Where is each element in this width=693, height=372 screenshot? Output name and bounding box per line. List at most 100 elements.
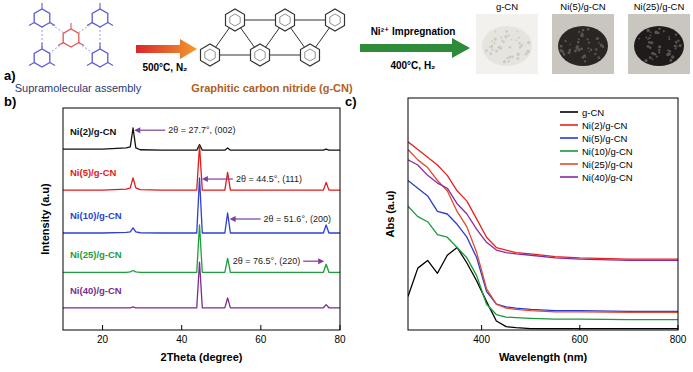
grain [508,60,510,62]
ring-inner [230,14,240,26]
substituent [108,63,113,66]
series-label: Ni(5)/g-CN [70,167,117,178]
grain [675,42,677,44]
grain [675,33,677,35]
legend-swatch [560,176,578,178]
grain [581,33,584,36]
ring-inner [205,49,215,61]
grain [516,40,518,42]
grain [582,29,585,32]
grain [596,37,598,39]
grain [600,43,603,46]
annotation-arrow [202,176,233,182]
photo-label: Ni(5)/g-CN [560,1,606,12]
x-tick-label: 60 [255,334,267,345]
arrow-head [202,176,208,182]
grain [509,46,512,49]
annotation: 2θ = 76.5°, (220) [233,256,300,266]
step-label: 400°C, H₂ [390,60,435,71]
grain [490,45,493,48]
series-line [408,206,678,319]
legend-label: g-CN [582,107,604,118]
grain [491,49,493,51]
series-line [63,262,340,308]
series-line [408,142,678,259]
grain [677,39,679,41]
grain [647,29,650,32]
grain [518,37,520,39]
grain [516,57,519,60]
arrow-head [134,127,140,133]
grain [669,50,671,52]
grain [516,52,520,56]
grain [668,36,670,38]
substituent [79,43,84,46]
x-tick [481,325,482,330]
grain [668,38,670,40]
series-line [408,150,678,313]
figure: a)Supramolecular assembly500°C, N₂Graphi… [0,0,693,372]
legend-swatch [560,111,578,113]
grain [656,55,658,57]
legend-swatch [560,137,578,139]
grain [516,31,518,33]
ring [276,9,295,31]
grain [644,59,647,62]
grain [650,31,652,33]
series-label: Ni(40)/g-CN [70,285,122,296]
gcn-sketch [201,9,345,66]
grain [649,56,652,59]
annotation: 2θ = 27.7°, (002) [168,125,235,135]
series-line [408,180,678,311]
powder [634,26,684,66]
substituent [99,3,100,9]
grain [675,41,677,43]
grain [584,60,586,62]
x-axis-title: Wavelength (nm) [499,351,588,363]
step-label: Ni²⁺ Impregnation [371,26,456,37]
x-tick-label: 40 [176,334,188,345]
grain [527,41,530,44]
grain [563,53,566,56]
series-label: Ni(2)/g-CN [70,126,117,137]
grain [587,28,590,31]
grain [506,57,509,60]
ring [92,49,108,67]
grain [525,53,527,55]
legend-label: Ni(5)/g-CN [582,133,628,144]
legend-label: Ni(2)/g-CN [582,120,628,131]
ring [34,49,50,67]
y-axis-title: Intensity (a.u) [39,183,51,255]
plot-lines [63,128,340,308]
ring [301,44,320,66]
grain [588,51,590,53]
grain [561,50,564,53]
substituent [58,43,63,46]
grain [658,49,660,51]
substituent [29,23,34,26]
arrow-shaft [235,218,261,219]
grain [649,46,652,49]
sample-photo [476,14,538,74]
powder [482,26,532,66]
grain [511,55,514,58]
legend-swatch [560,150,578,152]
sample-photo [552,14,614,74]
x-tick-label: 800 [670,334,687,345]
ring [34,9,50,27]
ring-inner [255,49,265,61]
grain [658,27,660,29]
arrow-shaft [303,261,319,262]
substituent [99,43,100,49]
ring [63,29,79,47]
x-tick-label: 20 [97,334,109,345]
substituent [41,43,42,49]
grain [519,45,522,48]
photo-background [628,14,690,74]
x-tick-label: 600 [571,334,588,345]
x-tick-label: 400 [473,334,490,345]
legend-label: Ni(40)/g-CN [582,172,633,183]
grain [580,48,583,51]
grain [509,56,512,59]
x-axis-title: 2Theta (degree) [161,351,243,363]
